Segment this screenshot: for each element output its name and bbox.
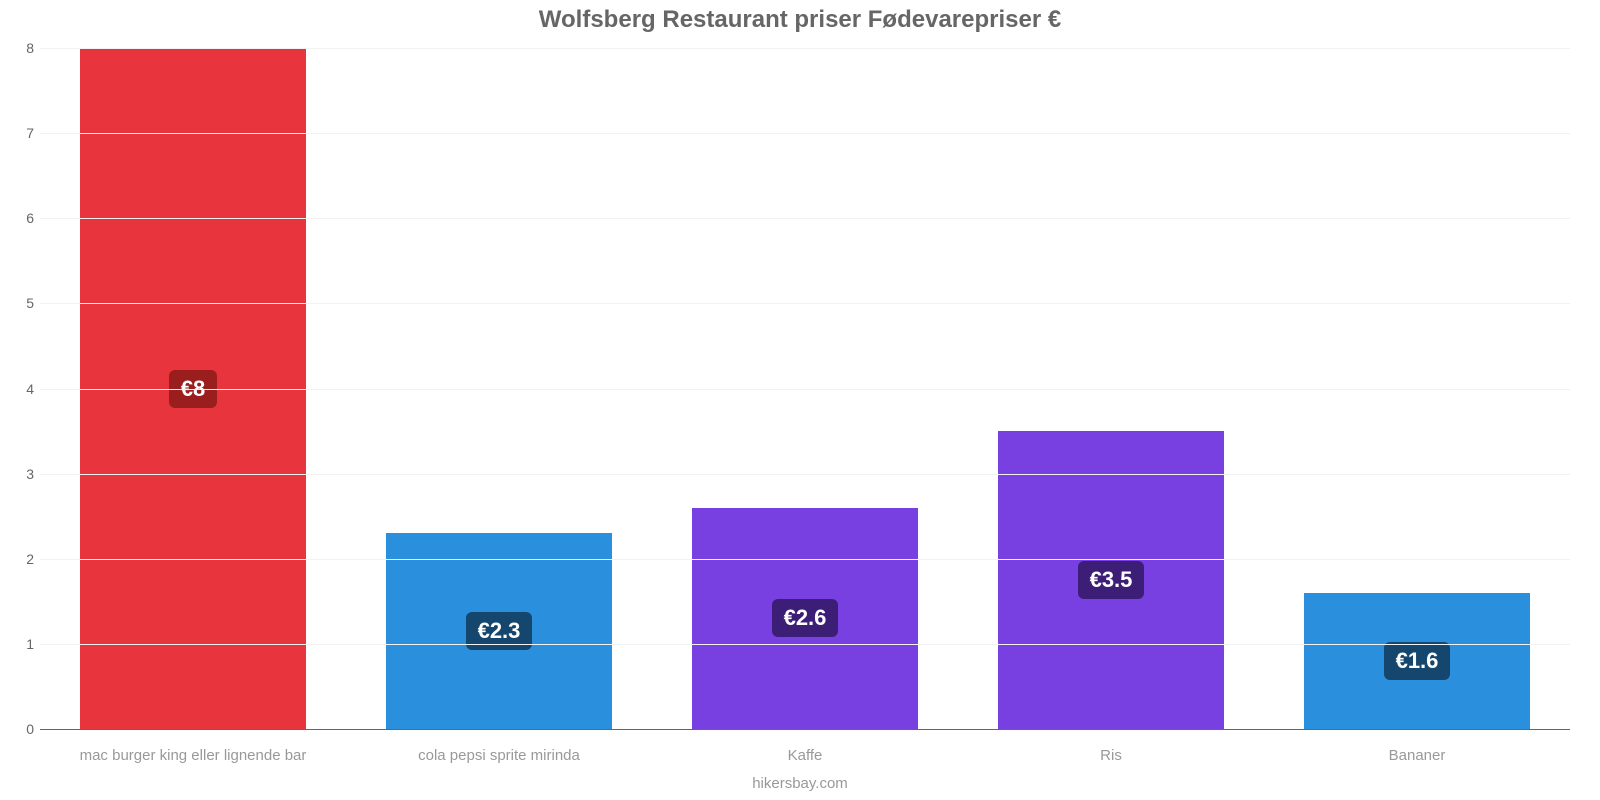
y-tick-label: 0: [10, 721, 34, 737]
x-axis-label: cola pepsi sprite mirinda: [346, 747, 652, 764]
x-axis-label: Bananer: [1264, 747, 1570, 764]
gridline: [40, 474, 1570, 475]
chart-footer: hikersbay.com: [0, 775, 1600, 792]
y-tick-label: 7: [10, 125, 34, 141]
value-badge: €3.5: [1078, 561, 1145, 599]
gridline: [40, 559, 1570, 560]
y-tick-label: 8: [10, 40, 34, 56]
plot-area: €8€2.3€2.6€3.5€1.6 012345678: [40, 48, 1570, 730]
y-tick-label: 4: [10, 381, 34, 397]
x-axis-labels: mac burger king eller lignende barcola p…: [40, 747, 1570, 764]
gridline: [40, 303, 1570, 304]
chart-title: Wolfsberg Restaurant priser Fødevarepris…: [20, 0, 1580, 34]
y-tick-label: 3: [10, 466, 34, 482]
gridline: [40, 218, 1570, 219]
gridline: [40, 389, 1570, 390]
price-bar-chart: Wolfsberg Restaurant priser Fødevarepris…: [0, 0, 1600, 800]
bar: €2.6: [692, 508, 918, 729]
y-tick-label: 5: [10, 295, 34, 311]
bar: €3.5: [998, 431, 1224, 729]
x-axis-label: mac burger king eller lignende bar: [40, 747, 346, 764]
gridline: [40, 133, 1570, 134]
y-tick-label: 6: [10, 210, 34, 226]
bar: €1.6: [1304, 593, 1530, 729]
bar: €2.3: [386, 533, 612, 729]
y-tick-label: 1: [10, 636, 34, 652]
value-badge: €1.6: [1384, 642, 1451, 680]
gridline: [40, 48, 1570, 49]
y-tick-label: 2: [10, 551, 34, 567]
x-axis-label: Ris: [958, 747, 1264, 764]
gridline: [40, 644, 1570, 645]
value-badge: €2.6: [772, 599, 839, 637]
x-axis-label: Kaffe: [652, 747, 958, 764]
